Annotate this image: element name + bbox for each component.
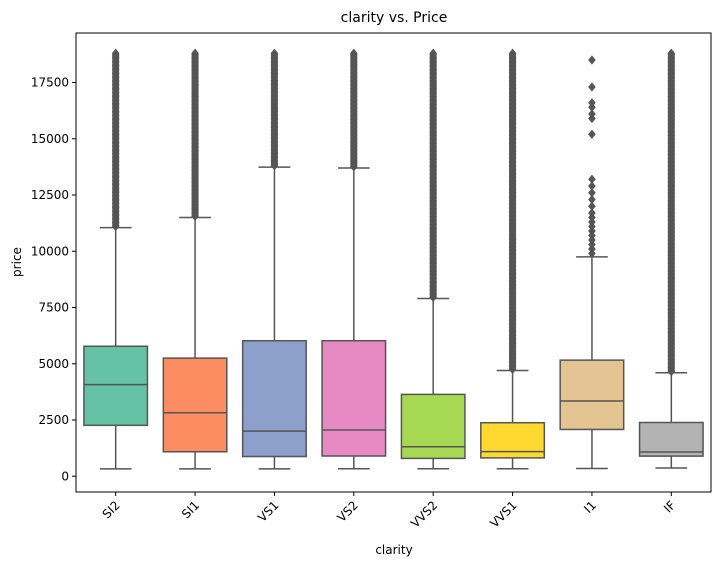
outlier-point-i1 bbox=[588, 129, 596, 139]
chart-title: clarity vs. Price bbox=[341, 10, 448, 26]
outlier-point-vs2 bbox=[350, 48, 358, 58]
outlier-point-si2 bbox=[111, 48, 120, 58]
box-if bbox=[638, 421, 704, 457]
outlier-point-i1 bbox=[588, 201, 596, 211]
outlier-point-vvs1 bbox=[508, 48, 517, 58]
y-tick-label: 7500 bbox=[38, 301, 69, 315]
x-tick-label-si2: SI2 bbox=[100, 498, 123, 521]
x-axis-label: clarity bbox=[375, 543, 412, 557]
outlier-point-vs1 bbox=[270, 48, 279, 58]
box-i1 bbox=[559, 359, 625, 431]
x-tick-label-vs2: VS2 bbox=[334, 498, 360, 524]
x-tick-label-i1: I1 bbox=[581, 498, 599, 516]
x-tick-label-vs1: VS1 bbox=[255, 498, 281, 524]
x-tick-label-vvs2: VVS2 bbox=[408, 498, 440, 530]
outlier-point-si1 bbox=[191, 48, 199, 58]
box-si2 bbox=[83, 345, 149, 427]
outlier-point-i1 bbox=[588, 98, 596, 108]
y-tick-label: 2500 bbox=[38, 413, 69, 427]
box-vs2 bbox=[321, 339, 387, 457]
outlier-point-i1 bbox=[588, 109, 596, 119]
outlier-point-if bbox=[667, 48, 676, 58]
outlier-point-i1 bbox=[588, 174, 596, 184]
outlier-point-i1 bbox=[588, 208, 596, 218]
outlier-point-i1 bbox=[588, 181, 596, 191]
plot-area: 0 2500 5000 7500 10000 12500 15000 17500 SI2 SI1 V… bbox=[31, 32, 712, 531]
y-tick-label: 10000 bbox=[31, 244, 69, 258]
y-tick-label: 17500 bbox=[31, 76, 69, 90]
y-axis-label: price bbox=[10, 247, 24, 277]
outlier-point-i1 bbox=[588, 55, 596, 65]
outlier-point-vvs2 bbox=[429, 48, 437, 58]
box-si1 bbox=[162, 357, 228, 453]
y-tick-label: 5000 bbox=[38, 357, 69, 371]
x-tick-label-if: IF bbox=[661, 498, 678, 515]
x-tick-label-si1: SI1 bbox=[179, 498, 202, 521]
y-tick-label: 15000 bbox=[31, 132, 69, 146]
plot-frame bbox=[75, 32, 712, 493]
y-tick-label: 0 bbox=[61, 469, 69, 483]
outlier-point-i1 bbox=[588, 188, 596, 198]
outlier-point-i1 bbox=[588, 82, 596, 92]
box-vvs1 bbox=[480, 421, 546, 459]
outlier-point-i1 bbox=[588, 194, 596, 205]
x-tick-label-vvs1: VVS1 bbox=[487, 498, 519, 530]
box-vs1 bbox=[241, 339, 307, 458]
y-tick-label: 12500 bbox=[31, 188, 69, 202]
box-vvs2 bbox=[400, 393, 466, 460]
